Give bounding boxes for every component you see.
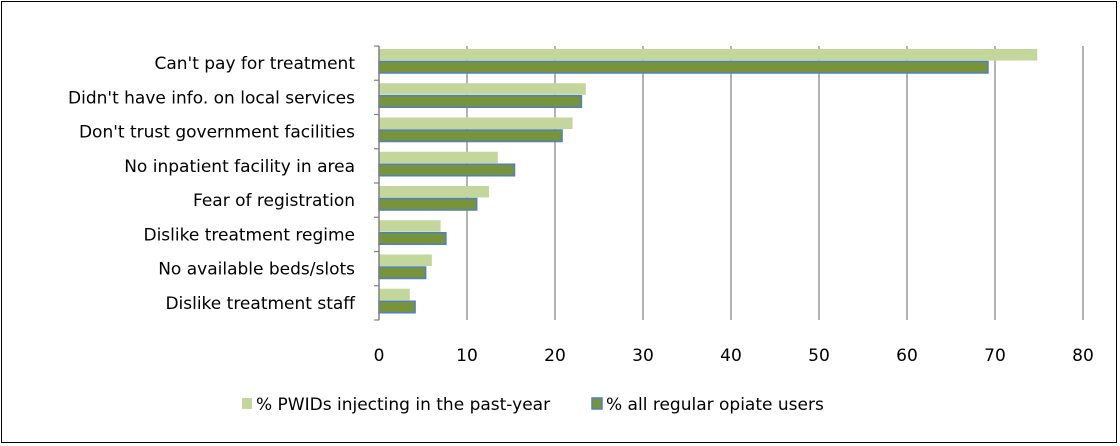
category-label: Dislike treatment regime	[143, 225, 355, 245]
x-tick-label: 80	[1072, 346, 1094, 366]
bar-series-1	[379, 186, 489, 198]
value-axis: 0 10 20 30 40 50 60 70 80	[374, 45, 1094, 366]
bar-series-1	[379, 288, 410, 301]
x-tick-label: 50	[808, 346, 830, 366]
legend-label-1: % PWIDs injecting in the past-year	[256, 395, 550, 415]
category-label: Dislike treatment staff	[165, 294, 356, 314]
bar-series-1	[379, 254, 432, 266]
x-tick-label: 70	[984, 346, 1006, 366]
x-tick-label: 30	[632, 346, 654, 366]
category-label: No inpatient facility in area	[124, 157, 355, 177]
category-labels: Can't pay for treatment Didn't have info.…	[68, 54, 356, 314]
bar-series-2	[378, 266, 427, 280]
x-tick-label: 0	[374, 346, 385, 366]
bars	[378, 49, 1038, 314]
bar-series-2	[378, 95, 583, 108]
x-tick-label: 20	[544, 346, 566, 366]
category-label: Didn't have info. on local services	[68, 88, 355, 108]
category-label: Fear of registration	[193, 191, 355, 211]
bar-series-2	[378, 163, 516, 177]
bar-series-1	[379, 83, 586, 95]
category-label: Don't trust government facilities	[79, 123, 355, 143]
legend-swatch-2	[591, 397, 603, 410]
bar-series-2	[378, 300, 416, 314]
category-label: Can't pay for treatment	[154, 54, 355, 74]
bar-series-1	[379, 151, 498, 164]
bar-series-2	[378, 60, 989, 74]
bar-series-1	[379, 49, 1038, 61]
x-tick-label: 60	[896, 346, 918, 366]
x-tick-label: 10	[456, 346, 478, 366]
bar-series-2	[378, 197, 478, 211]
x-tick-label: 40	[720, 346, 742, 366]
legend-label-2: % all regular opiate users	[606, 395, 824, 415]
legend-swatch-1	[242, 398, 252, 409]
bar-series-2	[378, 232, 447, 245]
legend: % PWIDs injecting in the past-year % all …	[242, 395, 824, 415]
category-label: No available beds/slots	[158, 260, 355, 280]
bar-series-1	[379, 220, 441, 232]
bar-series-1	[379, 117, 573, 129]
bar-series-2	[378, 129, 563, 143]
